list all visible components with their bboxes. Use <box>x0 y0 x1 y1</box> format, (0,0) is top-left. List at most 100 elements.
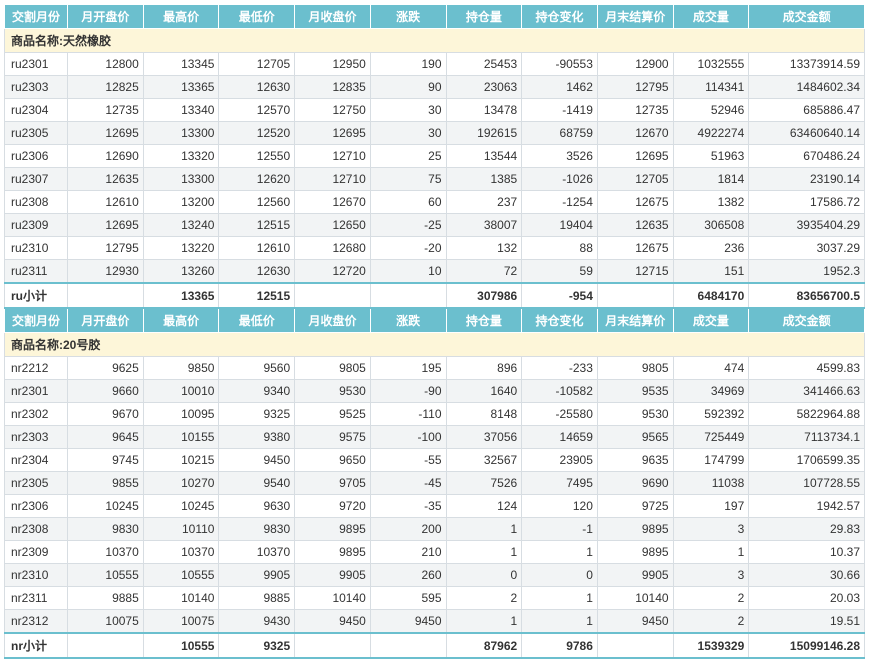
cell: 9830 <box>219 518 295 541</box>
cell: 3037.29 <box>749 237 865 260</box>
cell: 9565 <box>597 426 673 449</box>
cell: -45 <box>370 472 446 495</box>
subtotal-cell <box>295 633 371 658</box>
cell: 12835 <box>295 76 371 99</box>
cell: 9450 <box>295 610 371 634</box>
cell: 236 <box>673 237 749 260</box>
cell: 9650 <box>295 449 371 472</box>
subtotal-cell: 83656700.5 <box>749 283 865 308</box>
subtotal-cell <box>370 283 446 308</box>
cell: 19404 <box>522 214 598 237</box>
cell: 10075 <box>143 610 219 634</box>
cell: 12515 <box>219 214 295 237</box>
cell: 63460640.14 <box>749 122 865 145</box>
cell: 9630 <box>219 495 295 518</box>
cell: 124 <box>446 495 522 518</box>
cell: 12630 <box>219 76 295 99</box>
cell: 9380 <box>219 426 295 449</box>
cell: 9450 <box>597 610 673 634</box>
cell: 10010 <box>143 380 219 403</box>
table-row: ru230912695132401251512650-2538007194041… <box>5 214 865 237</box>
cell: 13220 <box>143 237 219 260</box>
subtotal-cell: 15099146.28 <box>749 633 865 658</box>
contract-code: nr2310 <box>5 564 68 587</box>
subtotal-label: nr小计 <box>5 633 68 658</box>
group-label: 商品名称:天然橡胶 <box>5 29 865 53</box>
column-header: 月开盘价 <box>68 308 144 333</box>
cell: 9670 <box>68 403 144 426</box>
column-header: 月收盘价 <box>295 5 371 29</box>
cell: 12795 <box>597 76 673 99</box>
cell: 1 <box>673 541 749 564</box>
subtotal-cell: 1539329 <box>673 633 749 658</box>
cell: 1382 <box>673 191 749 214</box>
table-row: nr23119885101409885101405952110140220.03 <box>5 587 865 610</box>
cell: 19.51 <box>749 610 865 634</box>
subtotal-cell: 6484170 <box>673 283 749 308</box>
column-header: 最低价 <box>219 5 295 29</box>
cell: 23905 <box>522 449 598 472</box>
cell: 5822964.88 <box>749 403 865 426</box>
subtotal-cell: 9786 <box>522 633 598 658</box>
cell: 12620 <box>219 168 295 191</box>
table-row: ru231012795132201261012680-2013288126752… <box>5 237 865 260</box>
cell: 13365 <box>143 76 219 99</box>
contract-code: nr2312 <box>5 610 68 634</box>
cell: 10095 <box>143 403 219 426</box>
cell: 3 <box>673 518 749 541</box>
cell: 10155 <box>143 426 219 449</box>
cell: 1484602.34 <box>749 76 865 99</box>
table-row: nr230497451021594509650-5532567239059635… <box>5 449 865 472</box>
cell: 10 <box>370 260 446 284</box>
cell: 592392 <box>673 403 749 426</box>
cell: 10110 <box>143 518 219 541</box>
subtotal-cell: 307986 <box>446 283 522 308</box>
cell: 9895 <box>295 518 371 541</box>
cell: 9895 <box>597 541 673 564</box>
column-header: 最高价 <box>143 308 219 333</box>
cell: 12675 <box>597 237 673 260</box>
group-row: 商品名称:天然橡胶 <box>5 29 865 53</box>
cell: 8148 <box>446 403 522 426</box>
subtotal-cell <box>68 283 144 308</box>
contract-code: nr2308 <box>5 518 68 541</box>
cell: 34969 <box>673 380 749 403</box>
contract-code: ru2301 <box>5 53 68 76</box>
cell: 9530 <box>597 403 673 426</box>
cell: -25 <box>370 214 446 237</box>
cell: 12705 <box>219 53 295 76</box>
cell: 37056 <box>446 426 522 449</box>
cell: 29.83 <box>749 518 865 541</box>
cell: 13340 <box>143 99 219 122</box>
column-header: 月末结算价 <box>597 5 673 29</box>
cell: 9560 <box>219 357 295 380</box>
table-row: nr2306102451024596309720-351241209725197… <box>5 495 865 518</box>
cell: 12930 <box>68 260 144 284</box>
cell: 12710 <box>295 145 371 168</box>
cell: 9905 <box>295 564 371 587</box>
cell: 1814 <box>673 168 749 191</box>
cell: 4599.83 <box>749 357 865 380</box>
table-row: nr2308983010110983098952001-19895329.83 <box>5 518 865 541</box>
cell: 260 <box>370 564 446 587</box>
group-row: 商品名称:20号胶 <box>5 333 865 357</box>
cell: 1032555 <box>673 53 749 76</box>
cell: 23190.14 <box>749 168 865 191</box>
group-label: 商品名称:20号胶 <box>5 333 865 357</box>
cell: 595 <box>370 587 446 610</box>
cell: 10075 <box>68 610 144 634</box>
cell: 13240 <box>143 214 219 237</box>
cell: 190 <box>370 53 446 76</box>
cell: 132 <box>446 237 522 260</box>
table-row: nr230598551027095409705-4575267495969011… <box>5 472 865 495</box>
column-header: 涨跌 <box>370 5 446 29</box>
cell: 9905 <box>597 564 673 587</box>
cell: 13200 <box>143 191 219 214</box>
contract-code: ru2309 <box>5 214 68 237</box>
cell: 9720 <box>295 495 371 518</box>
cell: 1952.3 <box>749 260 865 284</box>
cell: 68759 <box>522 122 598 145</box>
cell: 341466.63 <box>749 380 865 403</box>
table-row: nr230396451015593809575-1003705614659956… <box>5 426 865 449</box>
cell: -110 <box>370 403 446 426</box>
